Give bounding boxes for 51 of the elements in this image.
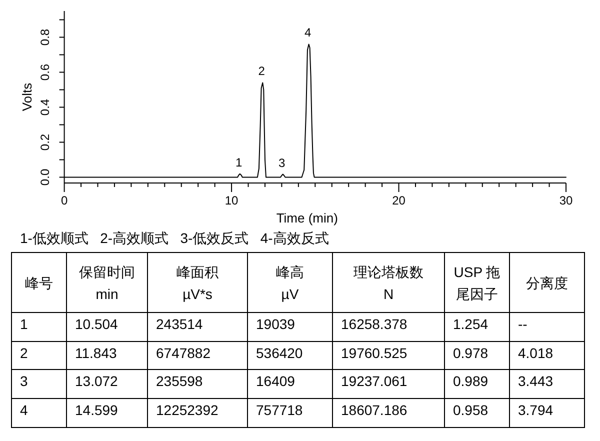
- text: 10.504: [75, 316, 118, 332]
- text: 19760.525: [341, 344, 408, 361]
- text: 16409: [256, 373, 295, 390]
- text: --: [518, 316, 528, 332]
- y-tick-label: 0.6: [38, 64, 52, 81]
- annotation: 2: [258, 64, 266, 78]
- text: 536420: [256, 344, 303, 361]
- x-tick-label: USP 拖尾因子: [444, 252, 510, 312]
- annotation: 4: [304, 26, 312, 40]
- text: 11.843: [75, 344, 117, 361]
- text: 243514: [156, 316, 203, 332]
- y-tick-label: 1: [12, 312, 66, 342]
- text: 14.599: [75, 402, 118, 418]
- text: 3.443: [518, 373, 554, 390]
- x-tick-label: 峰面积 µV*s: [148, 252, 248, 312]
- text: 18607.186: [341, 402, 408, 418]
- text: 757718: [256, 402, 303, 418]
- text: 12252392: [156, 402, 218, 418]
- y-tick-label: 0.4: [38, 98, 52, 116]
- text: 0.978: [453, 344, 488, 361]
- text: 3.794: [518, 402, 554, 418]
- text: 6747882: [156, 344, 211, 361]
- x-tick-label: 理论塔板数 N: [332, 252, 444, 312]
- x-tick-label: 0: [60, 194, 68, 208]
- text: 235598: [156, 373, 203, 390]
- text: 16258.378: [341, 316, 408, 332]
- x-tick-label: 保留时间 min: [66, 252, 148, 312]
- text: 19237.061: [341, 373, 408, 390]
- y-tick-label: 4: [12, 398, 66, 428]
- annotation: 3: [278, 156, 286, 170]
- text: 1.254: [453, 316, 488, 332]
- y-axis-title: Volts: [20, 82, 34, 112]
- text: 0.989: [453, 373, 488, 390]
- text: 19039: [256, 316, 295, 332]
- text: 0.958: [453, 402, 488, 418]
- y-tick-label: 3: [12, 370, 66, 399]
- text: 4.018: [518, 344, 554, 361]
- x-tick-label: 30: [559, 194, 573, 208]
- x-tick-label: 峰高 µV: [248, 252, 332, 312]
- annotation: 1: [236, 155, 243, 170]
- text: 1-低效顺式 2-高效顺式 3-低效反式 4-高效反式: [20, 230, 329, 246]
- x-axis-title: Time (min): [276, 210, 338, 226]
- x-tick-label: 20: [392, 194, 406, 208]
- x-tick-label: 10: [224, 194, 239, 208]
- y-tick-label: 2: [12, 341, 66, 370]
- y-tick-label: 0.8: [38, 28, 52, 46]
- y-tick-label: 0.2: [38, 134, 52, 151]
- text: 13.072: [75, 373, 118, 390]
- x-tick-label: 分离度: [510, 252, 584, 312]
- y-tick-label: 0.0: [38, 168, 52, 186]
- y-axis-title: 峰号: [12, 252, 66, 312]
